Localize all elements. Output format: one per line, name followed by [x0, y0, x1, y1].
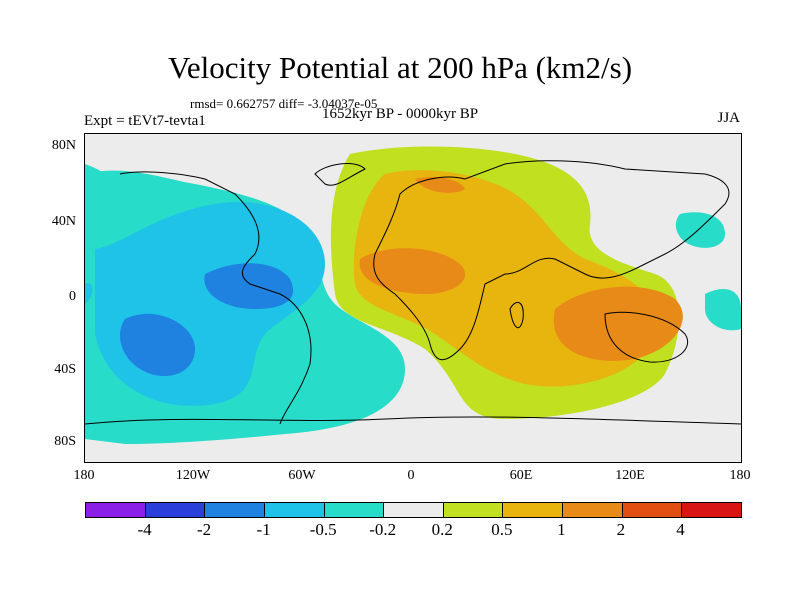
- lat-label: 80S: [54, 434, 76, 449]
- positive-core-africa: [359, 248, 466, 294]
- lon-label: 60E: [509, 468, 533, 483]
- colorbar-label: 0.5: [491, 520, 513, 539]
- positive-core-europe: [415, 177, 465, 193]
- negative-region-core: [204, 263, 294, 309]
- lon-label: 120E: [615, 468, 645, 483]
- colorbar-swatch: [384, 503, 444, 517]
- colorbar-swatch: [503, 503, 564, 517]
- lat-label: 40N: [51, 214, 76, 229]
- colorbar-swatch: [563, 503, 623, 517]
- lon-label: 180: [729, 468, 751, 483]
- colorbar-label: 4: [676, 520, 685, 539]
- colorbar-swatch: [443, 503, 504, 517]
- colorbar-swatch: [682, 503, 742, 517]
- lon-label: 120W: [175, 468, 211, 483]
- negative-region-sw: [120, 313, 195, 377]
- negative-region-east-edge: [85, 283, 93, 304]
- lat-label: 0: [69, 289, 76, 304]
- lon-label: 0: [407, 468, 415, 483]
- lat-label: 40S: [54, 362, 76, 377]
- velocity-potential-map: [84, 133, 742, 463]
- colorbar-label: 1: [557, 520, 566, 539]
- colorbar-label: -0.5: [309, 520, 337, 539]
- lon-label: 60W: [288, 468, 316, 483]
- colorbar-label: 2: [616, 520, 626, 539]
- colorbar-label: -2: [196, 520, 212, 539]
- plot-title: Velocity Potential at 200 hPa (km2/s): [167, 50, 633, 85]
- negative-region-north-pacific: [85, 164, 119, 214]
- lon-label: 180: [73, 468, 95, 483]
- colorbar-label: -4: [137, 520, 152, 539]
- colorbar-swatch: [86, 503, 146, 517]
- colorbar-label: -1: [256, 520, 271, 539]
- colorbar-swatch: [264, 503, 325, 517]
- colorbar-swatch: [324, 503, 385, 517]
- colorbar: [85, 502, 742, 518]
- colorbar-label: -0.2: [369, 520, 397, 539]
- period-label: 1652kyr BP - 0000kyr BP: [322, 106, 479, 122]
- colorbar-swatch: [205, 503, 265, 517]
- lat-label: 80N: [51, 138, 76, 153]
- colorbar-label: 0.2: [431, 520, 453, 539]
- positive-core-indonesia: [553, 286, 683, 361]
- stats-label: rmsd= 0.662757 diff= -3.04037e-05: [190, 96, 378, 111]
- season-label: JJA: [717, 110, 740, 126]
- negative-region-east: [705, 289, 741, 331]
- coastlines: [85, 160, 741, 425]
- colorbar-swatch: [145, 503, 206, 517]
- experiment-label: Expt = tEVt7-tevta1: [84, 113, 206, 129]
- colorbar-swatch: [622, 503, 683, 517]
